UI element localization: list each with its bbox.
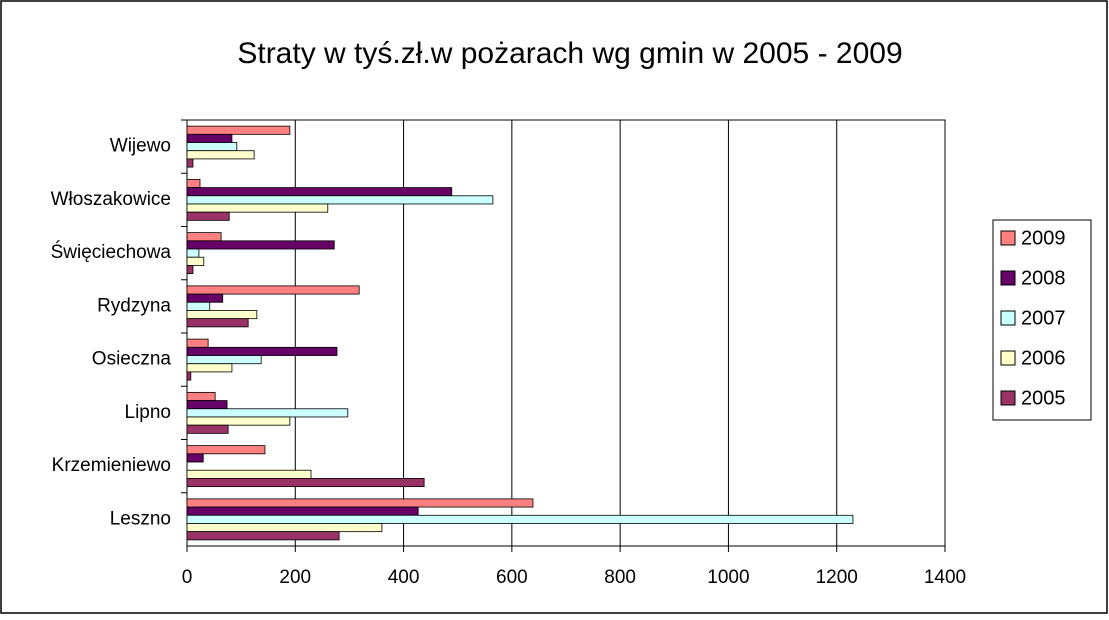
y-tick-label: Krzemieniewo — [52, 455, 171, 476]
chart-title: Straty w tyś.zł.w pożarach wg gmin w 200… — [237, 37, 902, 70]
x-tick-label: 1200 — [816, 567, 858, 588]
bar — [186, 523, 383, 533]
bar — [186, 195, 494, 205]
bar — [186, 408, 349, 418]
bar — [186, 285, 360, 295]
bar — [186, 142, 238, 152]
bar — [186, 150, 255, 160]
bar — [186, 293, 224, 303]
bar — [186, 400, 228, 410]
bar — [186, 256, 205, 266]
x-tick-label: 400 — [388, 567, 420, 588]
legend-swatch — [1000, 270, 1016, 286]
x-tick-label: 800 — [604, 567, 636, 588]
bar — [186, 453, 204, 463]
legend-swatch — [1000, 390, 1016, 406]
bar — [186, 240, 335, 250]
legend-label: 2006 — [1021, 347, 1066, 369]
bar — [186, 391, 216, 401]
bar — [186, 469, 312, 479]
bar — [186, 506, 419, 516]
bar — [186, 478, 425, 488]
legend-swatch — [1000, 310, 1016, 326]
x-tick-label: 0 — [182, 567, 193, 588]
bar — [186, 158, 194, 168]
bar — [186, 363, 233, 373]
legend-label: 2008 — [1021, 267, 1066, 289]
x-tick-label: 1000 — [707, 567, 749, 588]
y-tick-label: Święciechowa — [51, 241, 172, 263]
bar — [186, 318, 249, 328]
bar — [186, 248, 200, 258]
bar — [186, 445, 266, 455]
legend-label: 2009 — [1021, 227, 1066, 249]
bar — [186, 187, 453, 197]
legend-swatch — [1000, 230, 1016, 246]
bar — [186, 416, 291, 426]
x-tick-label: 1400 — [924, 567, 966, 588]
bar — [186, 498, 534, 508]
x-tick-label: 600 — [496, 567, 528, 588]
bar — [186, 531, 340, 541]
bar — [186, 310, 258, 320]
bar — [186, 178, 201, 188]
bar — [186, 371, 192, 381]
bar — [186, 265, 194, 275]
y-tick-label: Lipno — [125, 402, 172, 423]
bar — [186, 424, 229, 434]
y-tick-label: Rydzyna — [97, 295, 171, 316]
bar — [186, 133, 233, 143]
y-tick-label: Osieczna — [92, 349, 172, 370]
bar — [186, 211, 230, 221]
bar — [186, 338, 209, 348]
legend-label: 2007 — [1021, 307, 1066, 329]
bar — [186, 125, 291, 135]
y-tick-label: Włoszakowice — [51, 189, 171, 210]
x-tick-label: 200 — [279, 567, 311, 588]
bar — [186, 232, 222, 242]
bar — [186, 203, 329, 213]
y-tick-label: Leszno — [110, 508, 171, 529]
legend-swatch — [1000, 350, 1016, 366]
bar — [186, 346, 338, 356]
bar — [186, 514, 854, 524]
bar — [186, 355, 262, 365]
legend-label: 2005 — [1021, 387, 1066, 409]
y-tick-label: Wijewo — [110, 136, 171, 157]
bar — [186, 301, 211, 311]
